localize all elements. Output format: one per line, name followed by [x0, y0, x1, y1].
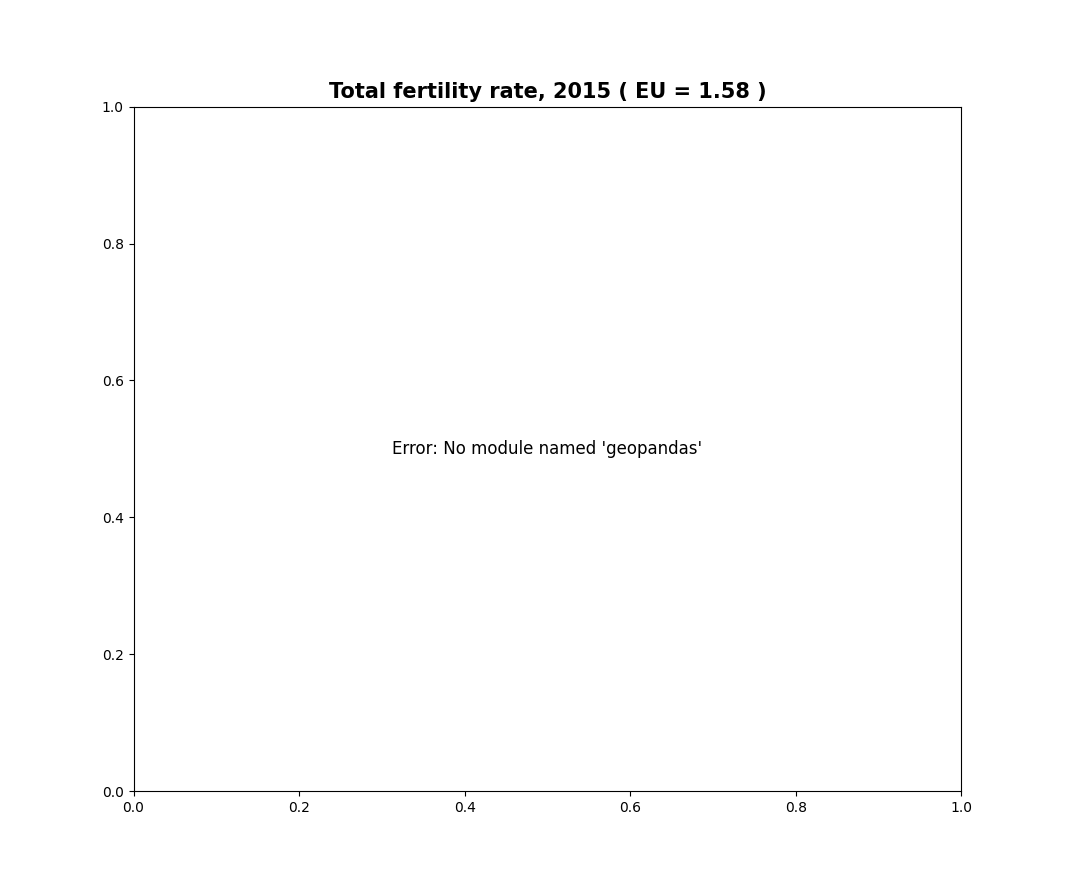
Text: Error: No module named 'geopandas': Error: No module named 'geopandas'	[392, 440, 703, 458]
Title: Total fertility rate, 2015 ( EU = 1.58 ): Total fertility rate, 2015 ( EU = 1.58 )	[329, 83, 766, 102]
